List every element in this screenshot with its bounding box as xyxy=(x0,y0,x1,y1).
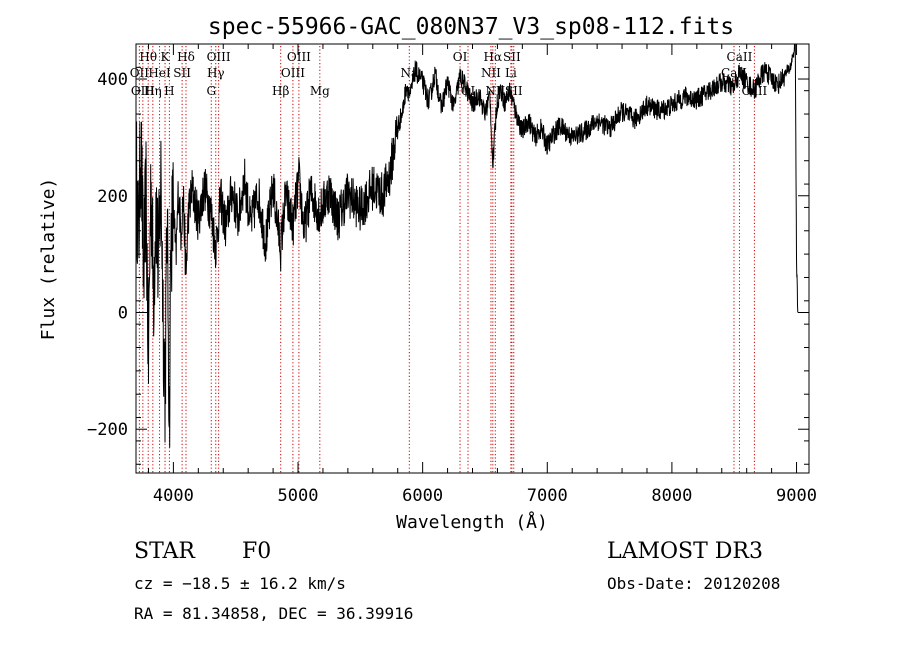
redshift-readout: cz = −18.5 ± 16.2 km/s xyxy=(134,574,346,593)
line-label: CaII xyxy=(727,50,753,64)
line-marker-group: HθOIIOIIIHηHeIKHSIIHδHγGOIIIHβOIIIOIIIMg… xyxy=(130,46,768,473)
line-label: HeI xyxy=(148,66,171,80)
x-tick-label: 4000 xyxy=(153,486,194,506)
y-tick-label: 400 xyxy=(97,70,128,90)
x-tick-label: 7000 xyxy=(527,486,568,506)
object-type: STAR xyxy=(134,539,195,564)
obs-date: Obs-Date: 20120208 xyxy=(607,574,781,593)
line-label: G xyxy=(206,84,216,98)
y-axis-label: Flux (relative) xyxy=(38,178,59,341)
line-label: OIII xyxy=(281,66,305,80)
line-label: OI xyxy=(453,50,468,64)
y-tick-label: −200 xyxy=(87,420,128,440)
line-label: SII xyxy=(503,50,521,64)
line-label: Hγ xyxy=(207,66,225,80)
line-label: OIII xyxy=(287,50,311,64)
x-tick-label: 9000 xyxy=(776,486,817,506)
y-tick-label: 0 xyxy=(118,303,128,323)
line-label: Hδ xyxy=(177,50,195,64)
line-label: H xyxy=(164,84,174,98)
line-label: Hα xyxy=(484,50,503,64)
axes-group: 4000 5000 6000 7000 8000 9000 −200 0 200 400 xyxy=(87,43,817,506)
coordinates: RA = 81.34858, DEC = 36.39916 xyxy=(134,604,414,623)
line-label: SII xyxy=(173,66,191,80)
chart-title: spec-55966-GAC_080N37_V3_sp08-112.fits xyxy=(208,14,734,40)
spectrum-group xyxy=(135,43,799,448)
line-label: Hβ xyxy=(272,84,289,98)
line-label: K xyxy=(161,50,171,64)
line-label: Hη xyxy=(144,84,162,98)
spectral-subclass: F0 xyxy=(242,539,272,564)
line-label: NII xyxy=(481,66,501,80)
survey-name: LAMOST DR3 xyxy=(607,539,763,564)
x-axis-label: Wavelength (Å) xyxy=(396,511,548,533)
x-tick-label: 5000 xyxy=(278,486,319,506)
x-tick-label: 6000 xyxy=(402,486,443,506)
line-label: Hθ xyxy=(139,50,157,64)
line-label: Li xyxy=(505,66,517,80)
line-label: OIII xyxy=(207,50,231,64)
line-label: OIII xyxy=(131,84,155,98)
spectrum-trace xyxy=(135,43,799,448)
line-label: Mg xyxy=(310,84,330,98)
y-tick-label: 200 xyxy=(97,187,128,207)
x-tick-label: 8000 xyxy=(651,486,692,506)
line-label: OII xyxy=(130,66,150,80)
